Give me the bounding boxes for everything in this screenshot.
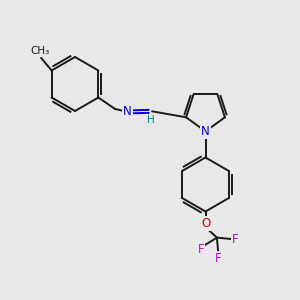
Text: F: F: [215, 252, 222, 266]
Text: O: O: [201, 217, 210, 230]
Text: H: H: [147, 115, 154, 125]
Text: N: N: [201, 125, 210, 139]
Text: F: F: [198, 243, 204, 256]
Text: CH₃: CH₃: [30, 46, 49, 56]
Text: F: F: [232, 232, 239, 246]
Text: N: N: [123, 105, 132, 119]
